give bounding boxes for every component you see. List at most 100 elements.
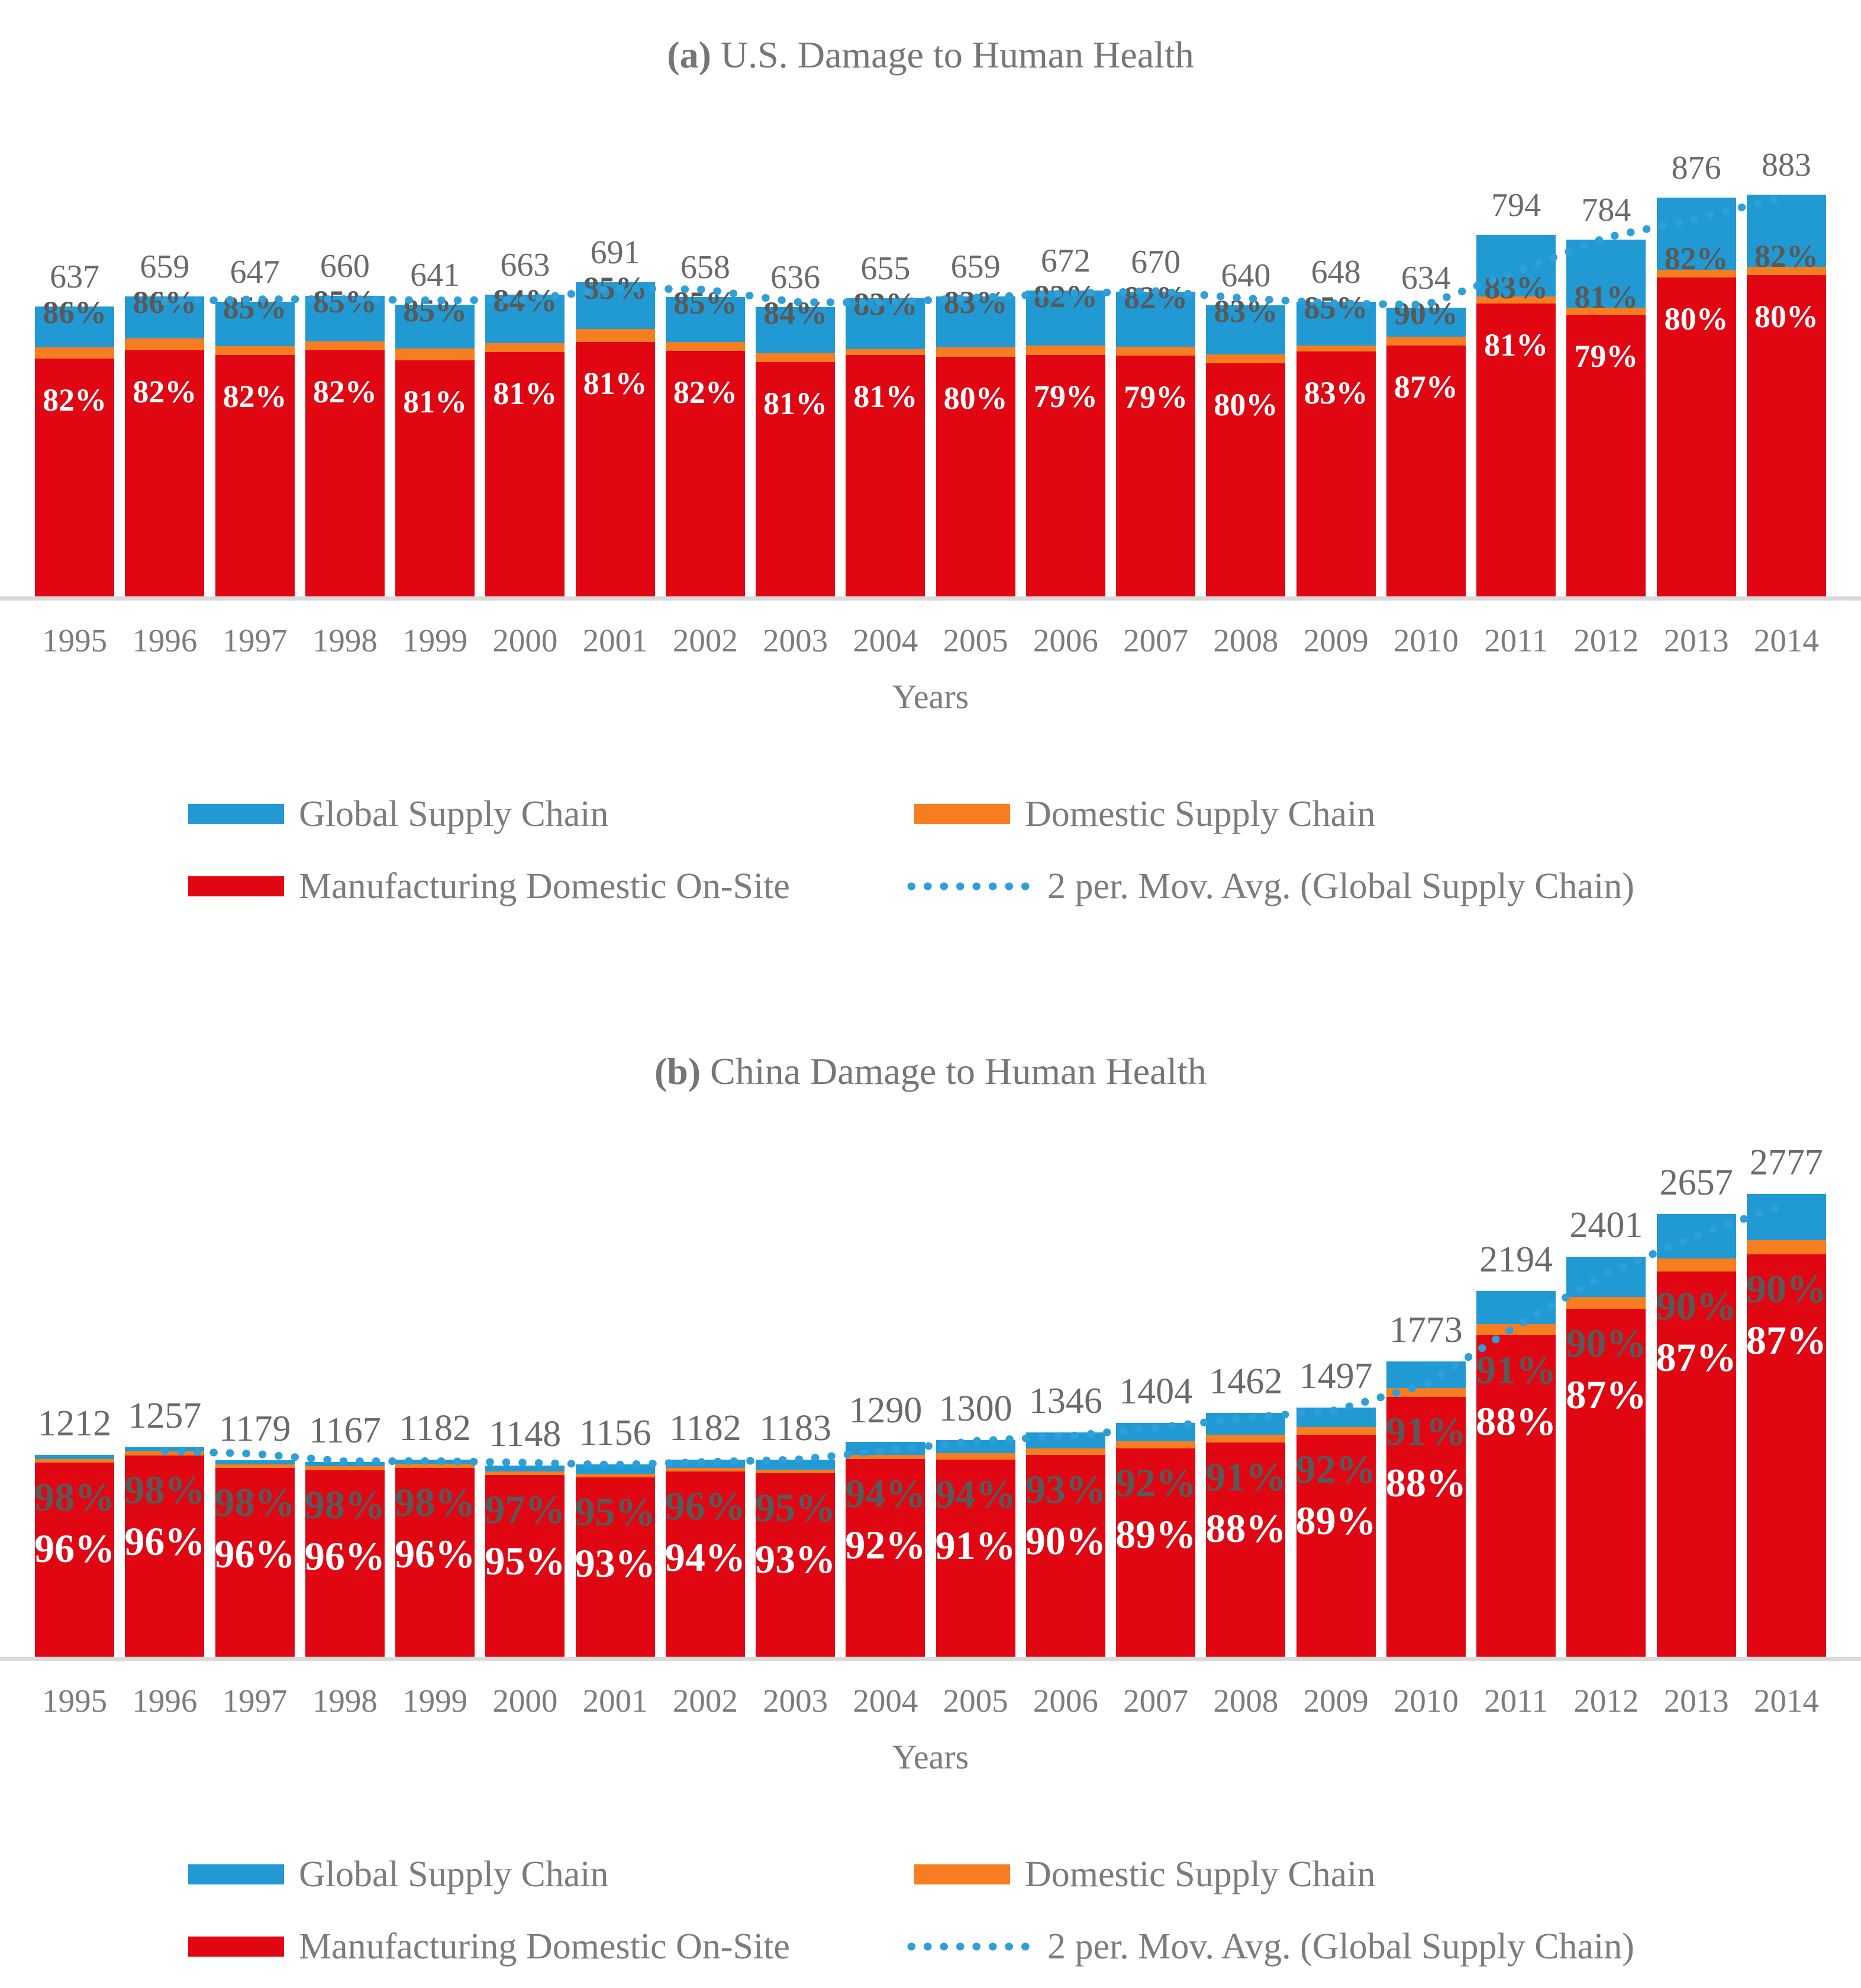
legend-item-onsite-b: Manufacturing Domestic On-Site	[188, 1926, 790, 1967]
bar-segment-global	[756, 1459, 836, 1470]
year-label: 1995	[42, 1683, 108, 1719]
bar-segment-onsite	[305, 1470, 385, 1657]
year-label: 2003	[763, 622, 828, 659]
total-label: 1182	[669, 1408, 741, 1449]
bar-segment-domestic	[756, 353, 836, 362]
bar-segment-domestic	[1206, 1435, 1286, 1442]
share-label-domestic-total: 84%	[493, 283, 557, 319]
bar-2002	[665, 296, 745, 596]
bar-segment-domestic	[1296, 1427, 1376, 1435]
total-label: 658	[680, 248, 730, 286]
share-label-onsite: 81%	[853, 379, 918, 414]
bar-segment-onsite	[1116, 1448, 1196, 1657]
bar-segment-global	[395, 1460, 475, 1464]
year-label: 2005	[943, 622, 1008, 659]
year-label: 1998	[312, 1683, 378, 1719]
legend-swatch-onsite-icon	[188, 876, 284, 896]
share-label-onsite: 94%	[665, 1535, 746, 1580]
share-label-onsite: 79%	[1574, 338, 1639, 374]
bar-2010	[1386, 308, 1466, 596]
total-label: 691	[590, 234, 640, 271]
bar-segment-onsite	[1746, 1254, 1826, 1657]
bar-segment-onsite	[575, 341, 655, 596]
bar-2006	[1025, 291, 1105, 596]
bar-segment-domestic	[1296, 346, 1376, 352]
bar-segment-global	[485, 1465, 565, 1471]
share-label-onsite: 80%	[1214, 387, 1278, 423]
total-label: 2194	[1479, 1240, 1553, 1280]
bar-segment-domestic	[1116, 346, 1196, 356]
bar-segment-global	[125, 1447, 205, 1452]
bar-segment-domestic	[846, 348, 925, 355]
bar-segment-domestic	[1025, 1448, 1105, 1455]
legend-item-moving-average-a: 2 per. Mov. Avg. (Global Supply Chain)	[905, 866, 1634, 907]
share-label-onsite: 79%	[1033, 378, 1098, 414]
bar-segment-onsite	[125, 350, 205, 596]
year-label: 2007	[1123, 1683, 1189, 1719]
share-label-domestic-total: 85%	[1304, 289, 1368, 325]
bar-2007	[1116, 291, 1196, 596]
bar-segment-domestic	[1116, 1441, 1196, 1449]
share-label-domestic-total: 86%	[43, 295, 107, 331]
total-label: 876	[1671, 150, 1721, 187]
share-label-onsite: 91%	[935, 1522, 1016, 1568]
bar-segment-onsite	[936, 356, 1015, 596]
bar-segment-domestic	[1476, 1324, 1556, 1335]
share-label-onsite: 87%	[1746, 1317, 1827, 1363]
share-label-onsite: 80%	[1754, 298, 1818, 334]
share-label-onsite: 96%	[34, 1526, 115, 1571]
legend-label-global: Global Supply Chain	[299, 794, 609, 834]
total-label: 1183	[759, 1408, 831, 1448]
share-label-domestic-total: 95%	[575, 1489, 656, 1535]
bar-segment-global	[1386, 308, 1466, 337]
share-label-domestic-total: 82%	[1664, 241, 1728, 277]
share-label-domestic-total: 91%	[1385, 1408, 1466, 1454]
bar-2003	[756, 306, 836, 596]
year-label: 2010	[1393, 1683, 1459, 1719]
year-label: 1995	[42, 622, 108, 659]
share-label-onsite: 96%	[124, 1519, 205, 1564]
bar-segment-domestic	[1656, 1258, 1736, 1272]
total-label: 1346	[1028, 1381, 1102, 1422]
share-label-onsite: 87%	[1566, 1371, 1647, 1417]
legend-item-moving-average-b: 2 per. Mov. Avg. (Global Supply Chain)	[905, 1926, 1634, 1967]
bar-segment-onsite	[665, 1471, 745, 1657]
bar-segment-global	[1206, 305, 1286, 355]
legend-label-domestic: Domestic Supply Chain	[1025, 794, 1376, 834]
bar-2007	[1116, 1422, 1196, 1657]
bar-segment-domestic	[665, 341, 745, 351]
total-label: 1404	[1119, 1371, 1193, 1412]
bar-2004	[846, 1441, 925, 1657]
share-label-onsite: 90%	[1025, 1518, 1106, 1563]
year-label: 2014	[1753, 1683, 1819, 1719]
year-label: 2011	[1484, 622, 1549, 659]
legend-label-global: Global Supply Chain	[299, 1854, 609, 1895]
share-label-onsite: 81%	[583, 365, 647, 401]
share-label-domestic-total: 97%	[485, 1486, 566, 1532]
bar-1995	[35, 306, 115, 596]
total-label: 2401	[1569, 1205, 1643, 1246]
bar-segment-onsite	[215, 1468, 295, 1657]
share-label-domestic-total: 85%	[583, 270, 647, 306]
year-label: 2008	[1213, 622, 1279, 659]
total-label: 636	[770, 259, 821, 296]
total-label: 794	[1491, 187, 1541, 224]
bar-segment-domestic	[35, 347, 115, 359]
bar-segment-global	[1025, 1432, 1105, 1448]
bar-segment-global	[665, 1460, 745, 1468]
share-label-onsite: 96%	[304, 1533, 385, 1579]
share-label-onsite: 95%	[485, 1538, 566, 1583]
year-label: 1999	[402, 622, 468, 659]
share-label-domestic-total: 83%	[943, 285, 1008, 321]
bar-segment-domestic	[936, 347, 1015, 357]
legend-label-domestic: Domestic Supply Chain	[1025, 1854, 1376, 1895]
share-label-onsite: 82%	[222, 379, 287, 414]
year-label: 2013	[1663, 1683, 1729, 1719]
share-label-domestic-total: 85%	[312, 284, 377, 320]
bar-2013	[1656, 1214, 1736, 1657]
bar-segment-domestic	[215, 1464, 295, 1469]
bar-segment-onsite	[1296, 1434, 1376, 1657]
year-label: 2000	[492, 622, 558, 659]
bar-segment-onsite	[936, 1459, 1015, 1657]
legend-swatch-domestic-icon	[914, 804, 1010, 824]
